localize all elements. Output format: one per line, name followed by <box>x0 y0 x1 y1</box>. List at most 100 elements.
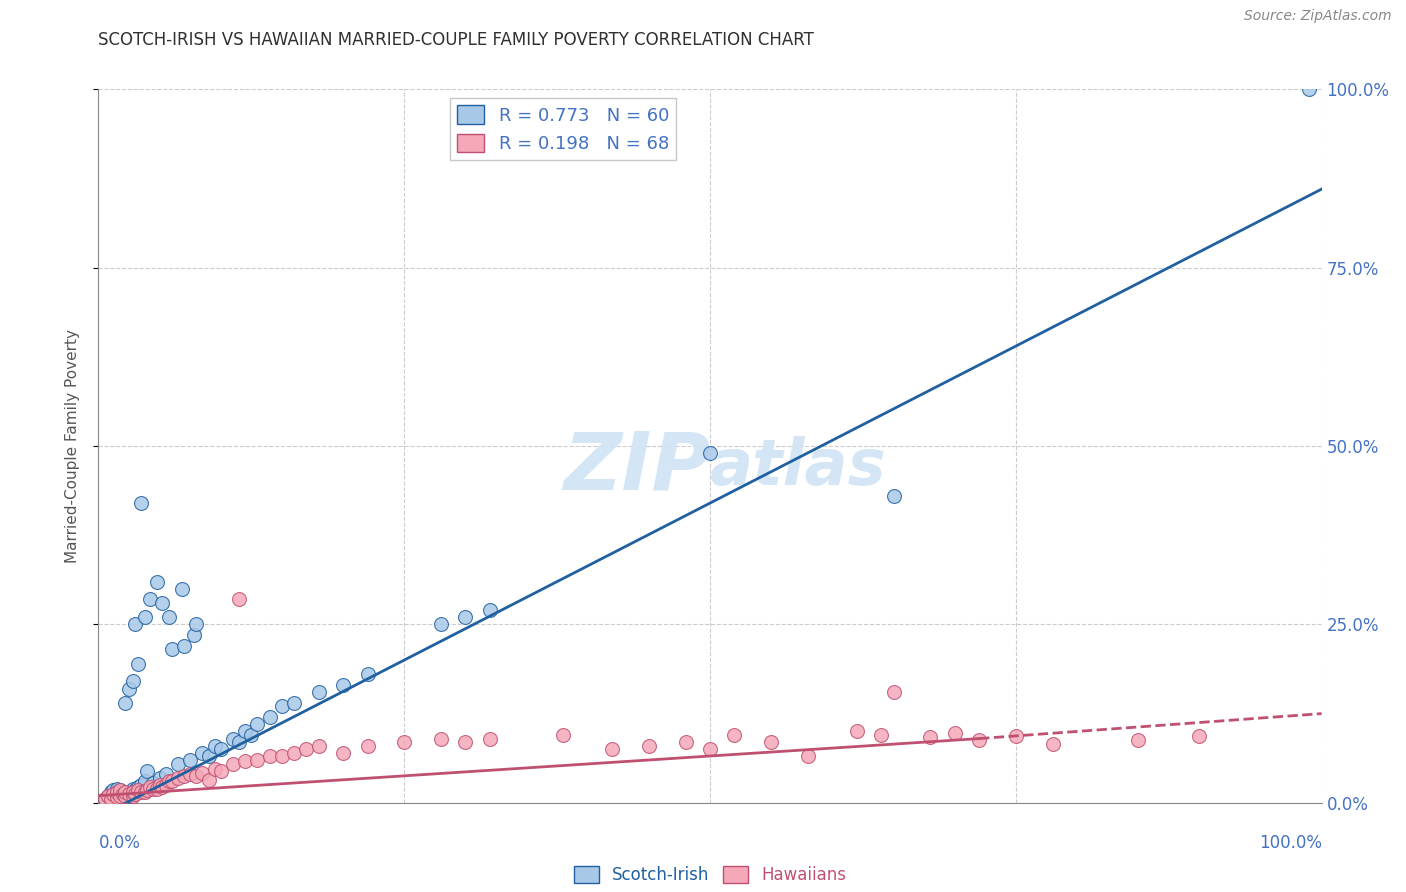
Point <box>146 781 169 796</box>
Point <box>332 746 354 760</box>
Point <box>110 789 132 803</box>
Point <box>1298 82 1320 96</box>
Point <box>699 742 721 756</box>
Point <box>797 749 820 764</box>
Point <box>105 792 128 806</box>
Point <box>699 446 721 460</box>
Point <box>356 667 378 681</box>
Point <box>204 739 226 753</box>
Point <box>124 617 146 632</box>
Point <box>186 617 208 632</box>
Point <box>150 780 173 794</box>
Point <box>392 735 416 749</box>
Point <box>356 739 378 753</box>
Point <box>121 781 143 796</box>
Point <box>124 783 146 797</box>
Point <box>157 610 180 624</box>
Point <box>233 755 256 769</box>
Point <box>139 592 162 607</box>
Point <box>142 776 165 790</box>
Point <box>136 783 159 797</box>
Point <box>761 735 783 749</box>
Point <box>295 742 318 756</box>
Point <box>246 717 269 731</box>
Point <box>204 762 226 776</box>
Point <box>105 781 128 796</box>
Point <box>93 792 115 806</box>
Point <box>233 724 256 739</box>
Point <box>191 765 214 780</box>
Point <box>136 764 159 778</box>
Point <box>150 596 173 610</box>
Point <box>883 489 905 503</box>
Point <box>1128 733 1150 747</box>
Point <box>155 778 177 792</box>
Point <box>105 787 128 801</box>
Point <box>259 749 281 764</box>
Point <box>430 617 453 632</box>
Point <box>129 785 152 799</box>
Point <box>146 574 169 589</box>
Point <box>332 678 354 692</box>
Point <box>101 787 124 801</box>
Point <box>209 742 232 756</box>
Point <box>183 628 205 642</box>
Point <box>179 767 201 781</box>
Point <box>173 639 195 653</box>
Point <box>246 753 269 767</box>
Point <box>179 753 201 767</box>
Point <box>149 771 172 785</box>
Point <box>478 731 501 746</box>
Point <box>110 783 132 797</box>
Point <box>121 785 143 799</box>
Point <box>129 778 152 792</box>
Point <box>160 774 183 789</box>
Point <box>883 685 905 699</box>
Point <box>118 681 141 696</box>
Point <box>553 728 575 742</box>
Point <box>228 735 250 749</box>
Point <box>186 769 208 783</box>
Y-axis label: Married-Couple Family Poverty: Married-Couple Family Poverty <box>65 329 80 563</box>
Point <box>114 789 136 803</box>
Point <box>111 787 134 801</box>
Point <box>870 728 893 742</box>
Point <box>142 781 165 796</box>
Point <box>920 730 942 744</box>
Point <box>197 772 219 787</box>
Point <box>845 724 868 739</box>
Point <box>1004 729 1026 743</box>
Legend: R = 0.773   N = 60, R = 0.198   N = 68: R = 0.773 N = 60, R = 0.198 N = 68 <box>450 98 676 161</box>
Point <box>101 783 124 797</box>
Point <box>191 746 214 760</box>
Point <box>1188 729 1211 743</box>
Text: SCOTCH-IRISH VS HAWAIIAN MARRIED-COUPLE FAMILY POVERTY CORRELATION CHART: SCOTCH-IRISH VS HAWAIIAN MARRIED-COUPLE … <box>98 31 814 49</box>
Point <box>160 642 183 657</box>
Point <box>127 780 149 794</box>
Point <box>149 778 172 792</box>
Point <box>127 657 149 671</box>
Point <box>222 756 245 771</box>
Point <box>127 783 149 797</box>
Point <box>173 769 195 783</box>
Point <box>100 785 122 799</box>
Point <box>124 787 146 801</box>
Point <box>283 696 305 710</box>
Point <box>111 787 134 801</box>
Point <box>209 764 232 778</box>
Point <box>197 749 219 764</box>
Text: atlas: atlas <box>710 436 887 499</box>
Text: ZIP: ZIP <box>562 428 710 507</box>
Point <box>118 789 141 803</box>
Text: 100.0%: 100.0% <box>1258 834 1322 852</box>
Point <box>600 742 623 756</box>
Point <box>121 674 143 689</box>
Point <box>478 603 501 617</box>
Point <box>270 749 294 764</box>
Point <box>93 792 115 806</box>
Point <box>134 774 156 789</box>
Point <box>228 592 250 607</box>
Point <box>943 726 966 740</box>
Point <box>134 785 156 799</box>
Point <box>100 792 122 806</box>
